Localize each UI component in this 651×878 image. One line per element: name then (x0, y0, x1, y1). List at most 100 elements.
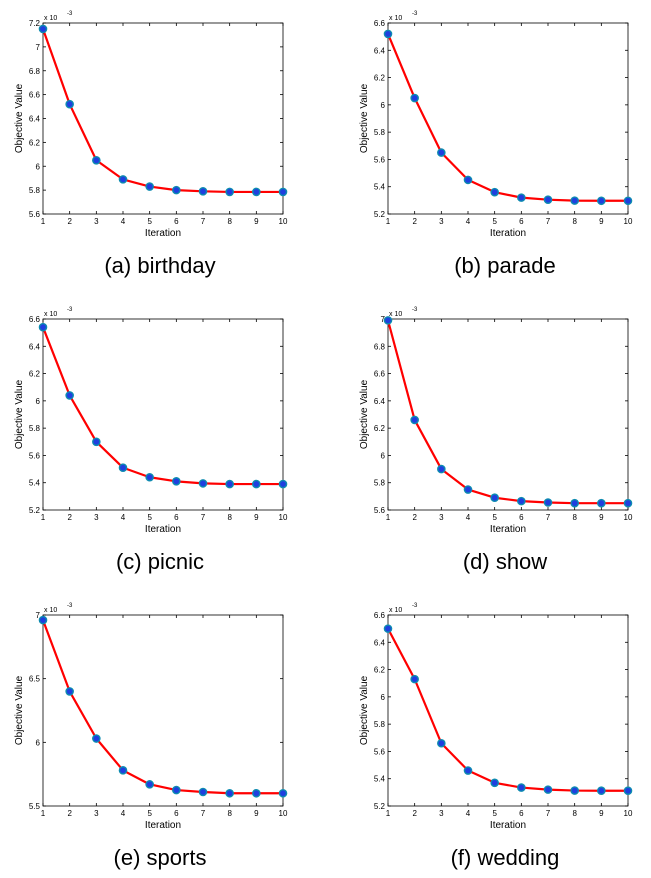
y-tick-label: 7 (36, 611, 41, 620)
data-point (38, 615, 48, 625)
exponent-label: x 10 (389, 15, 402, 22)
x-axis-label: Iteration (490, 524, 526, 535)
y-tick-label: 7 (381, 315, 386, 324)
y-tick-label: 6.8 (374, 342, 386, 351)
chart-svg: 1 2 3 4 5 6 7 8 9 105.65.866.26.46.66.87x 10-3Ite… (359, 307, 633, 535)
series-line (386, 320, 628, 505)
x-tick-label: 8 (572, 809, 577, 818)
y-axis-label: Objective Value (359, 379, 370, 449)
x-tick-label: 4 (466, 513, 471, 522)
exponent-label: x 10 (389, 311, 402, 318)
x-tick-label: 6 (174, 217, 179, 226)
x-tick-label: 7 (201, 217, 206, 226)
x-axis-label: Iteration (145, 228, 181, 239)
y-tick-label: 5.6 (374, 155, 386, 164)
data-point (92, 734, 101, 743)
y-tick-label: 5.8 (29, 424, 41, 433)
axes-box (42, 614, 284, 807)
y-tick-label: 6 (381, 101, 386, 110)
data-point (490, 778, 499, 788)
series-line (41, 619, 283, 795)
data-point (172, 477, 181, 486)
data-point (198, 787, 208, 797)
data-point (517, 783, 526, 792)
data-point (517, 496, 526, 506)
x-tick-label: 6 (174, 513, 179, 522)
data-point (225, 479, 234, 489)
x-tick-label: 10 (279, 513, 288, 522)
exponent-power: -3 (67, 11, 73, 17)
x-tick-label: 1 (41, 513, 46, 522)
exponent-power: -3 (412, 603, 418, 609)
chart-svg: 1 2 3 4 5 6 7 8 9 10 5.2 5.4 5.6 5.8 6 6.2 6.4 6.6x 10 -3 I… (359, 603, 633, 831)
x-tick-label: 4 (466, 809, 471, 818)
x-tick-label: 7 (201, 809, 206, 818)
data-point (410, 674, 419, 684)
x-tick-label: 4 (121, 809, 126, 818)
data-point (198, 479, 208, 488)
y-tick-label: 5.6 (29, 451, 41, 460)
data-point (225, 187, 234, 197)
y-tick-label: 5.8 (374, 479, 386, 488)
chart-panel-1: 1 2 3 4 5 6 7 8 9 10 5.6 5.8 6 6.2 6.4 6.6 6.8 7 7.2 x 10 -3… (0, 0, 320, 286)
x-tick-label: 9 (599, 809, 604, 818)
data-point (437, 464, 446, 474)
data-point (92, 155, 101, 165)
y-tick-label: 5.8 (29, 186, 41, 195)
y-tick-label: 6.4 (374, 397, 386, 406)
exponent-power: -3 (412, 307, 418, 313)
x-tick-label: 3 (439, 513, 444, 522)
axes-box (42, 22, 284, 215)
chart-panel-3: 1 2 3 4 5 6 7 8 9 10 5.2 5.4 5.6 5.8 6 6.2 6.4 6.6 x 10 -3 I… (0, 296, 320, 582)
x-tick-label: 6 (519, 217, 524, 226)
data-point (543, 195, 553, 204)
x-tick-label: 8 (227, 217, 232, 226)
x-tick-label: 3 (94, 513, 99, 522)
chart-panel-6: 1 2 3 4 5 6 7 8 9 10 5.2 5.4 5.6 5.8 6 6.2 6.4 6.6 x 10 -3 I… (345, 592, 651, 878)
x-tick-label: 9 (254, 217, 259, 226)
y-tick-label: 6 (381, 693, 386, 702)
y-tick-label: 6.6 (374, 19, 386, 28)
data-point (490, 187, 499, 197)
data-point (490, 493, 499, 503)
data-point (597, 498, 606, 508)
x-tick-label: 3 (94, 217, 99, 226)
panel-caption: (c) picnic (115, 549, 204, 574)
x-tick-label: 5 (147, 513, 152, 522)
y-tick-label: 5.5 (29, 802, 41, 811)
data-point (543, 498, 553, 507)
x-tick-label: 6 (519, 809, 524, 818)
x-tick-label: 3 (439, 809, 444, 818)
series-line (386, 33, 628, 202)
y-axis-label: Objective Value (14, 379, 25, 449)
y-tick-label: 6.6 (374, 611, 386, 620)
x-tick-label: 8 (572, 513, 577, 522)
chart-svg: 1 2 3 4 5 6 7 8 9 105.566.57x 10-3IterationObject… (14, 603, 288, 831)
x-tick-label: 9 (254, 513, 259, 522)
data-point (570, 786, 579, 795)
x-tick-label: 8 (227, 809, 232, 818)
data-point (38, 322, 48, 332)
chart-panel-2: 1 2 3 4 5 6 7 8 9 10 5.2 5.4 5.6 5.8 6 6.2 6.4 6.6 x 10 -3 I… (345, 0, 651, 286)
x-tick-label: 5 (492, 217, 497, 226)
data-point (145, 472, 154, 482)
data-point (65, 687, 74, 696)
data-point (92, 437, 101, 447)
x-tick-label: 9 (599, 513, 604, 522)
x-tick-label: 1 (41, 809, 46, 818)
x-axis-label: Iteration (490, 820, 526, 831)
x-tick-label: 8 (572, 217, 577, 226)
y-tick-label: 5.4 (374, 775, 386, 784)
x-tick-label: 4 (121, 513, 126, 522)
data-point (570, 498, 579, 508)
y-tick-label: 6.6 (29, 91, 41, 100)
y-tick-label: 6 (36, 397, 41, 406)
y-tick-label: 6 (36, 162, 41, 171)
data-point (437, 738, 446, 748)
x-tick-label: 9 (599, 217, 604, 226)
y-tick-label: 6.2 (29, 370, 41, 379)
x-tick-label: 4 (121, 217, 126, 226)
y-tick-label: 7 (36, 43, 41, 52)
y-tick-label: 6.6 (374, 370, 386, 379)
